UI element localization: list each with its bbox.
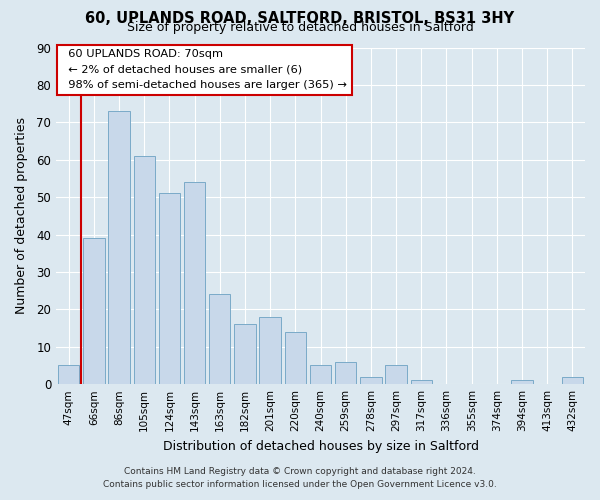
- Bar: [159, 194, 180, 384]
- Y-axis label: Number of detached properties: Number of detached properties: [15, 118, 28, 314]
- Text: Size of property relative to detached houses in Saltford: Size of property relative to detached ho…: [127, 22, 473, 35]
- Text: Contains HM Land Registry data © Crown copyright and database right 2024.
Contai: Contains HM Land Registry data © Crown c…: [103, 468, 497, 489]
- Bar: [410, 380, 432, 384]
- Bar: [134, 156, 155, 384]
- Bar: [209, 294, 230, 384]
- Bar: [184, 182, 205, 384]
- Bar: [562, 376, 583, 384]
- Bar: [259, 317, 281, 384]
- Bar: [83, 238, 104, 384]
- Bar: [360, 376, 382, 384]
- Bar: [310, 366, 331, 384]
- Bar: [511, 380, 533, 384]
- Bar: [109, 111, 130, 384]
- X-axis label: Distribution of detached houses by size in Saltford: Distribution of detached houses by size …: [163, 440, 479, 452]
- Text: 60 UPLANDS ROAD: 70sqm
  ← 2% of detached houses are smaller (6)
  98% of semi-d: 60 UPLANDS ROAD: 70sqm ← 2% of detached …: [61, 49, 347, 90]
- Text: 60, UPLANDS ROAD, SALTFORD, BRISTOL, BS31 3HY: 60, UPLANDS ROAD, SALTFORD, BRISTOL, BS3…: [85, 11, 515, 26]
- Bar: [234, 324, 256, 384]
- Bar: [284, 332, 306, 384]
- Bar: [385, 366, 407, 384]
- Bar: [58, 366, 79, 384]
- Bar: [335, 362, 356, 384]
